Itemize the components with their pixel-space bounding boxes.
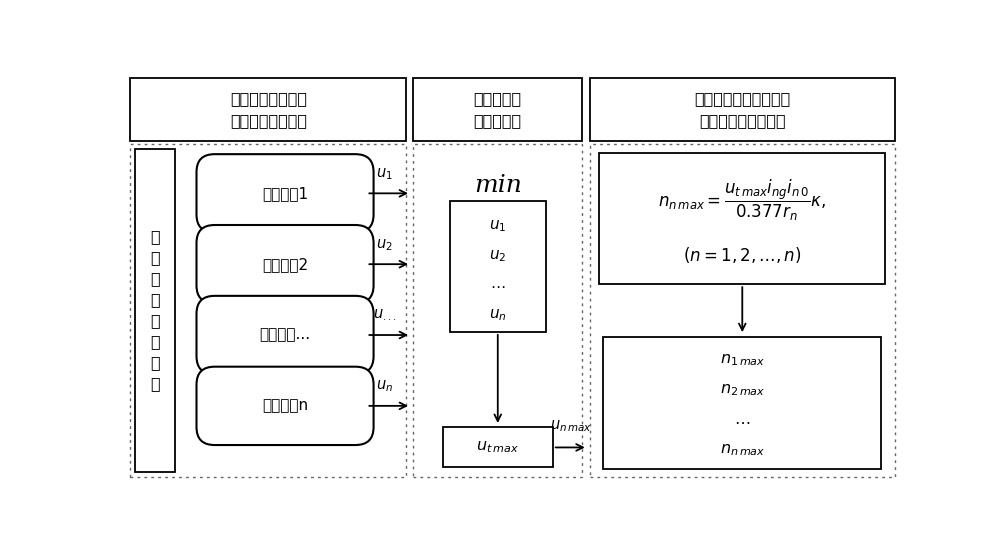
Text: $u_{t\,max}$: $u_{t\,max}$ [476,440,519,455]
FancyBboxPatch shape [196,225,374,304]
Bar [413,78,582,141]
Text: 异质车辆n: 异质车辆n [262,399,308,413]
Text: $u_1$: $u_1$ [489,218,506,234]
FancyBboxPatch shape [196,367,374,445]
Bar [130,78,406,141]
Text: $u_{...}$: $u_{...}$ [373,308,397,323]
Bar [599,153,885,284]
Bar [443,428,553,467]
Text: 最小值为队
列速度限值: 最小值为队 列速度限值 [474,91,522,128]
Bar [130,144,406,477]
Text: $n_{2\,max}$: $n_{2\,max}$ [720,383,765,399]
Text: $u_n$: $u_n$ [489,307,507,323]
Bar [590,144,895,477]
Text: 由队列速度限值限制异
质车辆动力系统转速: 由队列速度限值限制异 质车辆动力系统转速 [694,91,790,128]
Text: 异
质
车
辆
跟
驰
队
列: 异 质 车 辆 跟 驰 队 列 [150,229,160,391]
Bar [135,149,175,472]
Text: 异质车辆1: 异质车辆1 [262,186,308,201]
Text: $n_{n\,max}$: $n_{n\,max}$ [720,443,765,459]
Bar [413,144,582,477]
Text: $\cdots$: $\cdots$ [490,278,505,293]
Bar [450,201,546,332]
FancyBboxPatch shape [196,154,374,233]
Text: $(n=1,2,\ldots,n)$: $(n=1,2,\ldots,n)$ [683,245,801,265]
Text: 异质车辆2: 异质车辆2 [262,257,308,272]
Text: 提取特定工况下异
质车辆的最高车速: 提取特定工况下异 质车辆的最高车速 [230,91,307,128]
Text: $u_{n\,max}$: $u_{n\,max}$ [550,419,592,435]
Text: 异质车辆...: 异质车辆... [259,328,311,342]
Text: $u_n$: $u_n$ [376,378,393,394]
Bar [603,336,881,469]
Text: $\cdots$: $\cdots$ [734,414,750,429]
Text: $u_1$: $u_1$ [376,166,393,182]
Bar [590,78,895,141]
Text: $n_{1\,max}$: $n_{1\,max}$ [720,352,765,367]
Text: $u_2$: $u_2$ [376,237,393,253]
Text: min: min [474,174,522,197]
FancyBboxPatch shape [196,296,374,374]
Text: $n_{n\,max}=\dfrac{u_{t\,max}i_{ng}i_{n\,0}}{0.377r_n}\kappa,$: $n_{n\,max}=\dfrac{u_{t\,max}i_{ng}i_{n\… [658,178,826,223]
Text: $u_2$: $u_2$ [489,248,506,264]
